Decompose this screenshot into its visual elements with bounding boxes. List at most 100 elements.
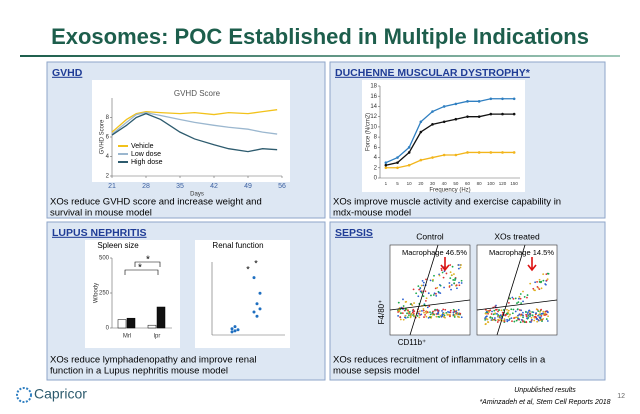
event [436, 313, 439, 315]
event [493, 309, 496, 312]
event [433, 292, 436, 295]
event [525, 313, 528, 316]
chart-bg [85, 240, 180, 348]
event [438, 274, 441, 277]
event [545, 283, 547, 286]
x-tick-label: 35 [176, 183, 184, 190]
event [484, 318, 487, 321]
event [486, 318, 489, 321]
bar [117, 319, 127, 329]
event [420, 284, 423, 287]
event [436, 286, 439, 289]
event [502, 309, 505, 311]
event [422, 309, 425, 312]
event [437, 315, 440, 318]
flow-plot [476, 244, 558, 336]
point [233, 325, 237, 329]
event [542, 312, 544, 315]
y-tick-label: 6 [106, 135, 110, 141]
event [514, 310, 517, 313]
event [511, 320, 513, 323]
event [520, 302, 523, 304]
series-line [111, 109, 278, 133]
event [459, 266, 462, 269]
event [538, 288, 541, 291]
event [443, 286, 445, 289]
point [431, 123, 434, 126]
event [456, 312, 459, 314]
event [517, 301, 520, 304]
event [489, 316, 492, 319]
event [451, 265, 454, 268]
event [445, 272, 448, 275]
annotation: * [254, 258, 258, 268]
event [519, 293, 522, 295]
event [455, 284, 458, 287]
event [457, 315, 459, 318]
point [396, 166, 399, 170]
point [431, 156, 434, 159]
event [421, 279, 424, 282]
event [441, 313, 444, 316]
event [404, 301, 407, 303]
event [542, 273, 545, 276]
event [513, 317, 515, 319]
event [499, 318, 502, 321]
event [530, 316, 533, 319]
x-tick-label: 1 [385, 181, 388, 186]
event [513, 320, 516, 323]
event [407, 309, 409, 312]
event [525, 321, 528, 324]
event [522, 290, 524, 293]
event [412, 288, 415, 291]
point [512, 112, 516, 116]
event [535, 308, 538, 311]
event [526, 296, 528, 299]
event [542, 279, 545, 282]
event [412, 308, 415, 311]
legend-label: Low dose [131, 151, 161, 158]
event [514, 297, 517, 300]
event [495, 308, 497, 311]
event [506, 320, 509, 323]
legend-label: Vehicle [131, 143, 154, 150]
event [507, 315, 510, 318]
event [536, 285, 539, 288]
point [255, 314, 259, 318]
event [399, 312, 402, 315]
event [435, 294, 438, 297]
event [532, 311, 535, 314]
y-tick-label: 2 [106, 174, 110, 180]
chart-title: GVHD Score [174, 89, 221, 98]
event [515, 316, 518, 319]
event [531, 314, 534, 317]
event [413, 315, 416, 317]
event [536, 320, 539, 323]
event [454, 279, 456, 281]
event [540, 315, 543, 317]
event [408, 314, 410, 317]
event [408, 312, 410, 315]
annotation: * [138, 263, 142, 274]
x-tick-label: 5 [396, 181, 399, 186]
event [519, 321, 522, 324]
event [535, 318, 538, 321]
event [442, 315, 445, 318]
point [477, 115, 481, 118]
caption: XOs reduces recruitment of inflammatory … [333, 355, 546, 366]
event [528, 310, 531, 313]
event [410, 313, 413, 316]
event [539, 317, 541, 319]
event [525, 315, 528, 318]
y-label: F4/80⁺ [377, 300, 386, 325]
event [419, 310, 421, 313]
event [523, 296, 526, 298]
event [406, 312, 408, 315]
event [523, 321, 526, 324]
event [529, 282, 532, 285]
event [449, 313, 451, 316]
event [452, 279, 455, 281]
point [258, 291, 262, 295]
x-tick-label: 150 [510, 181, 518, 186]
event [407, 310, 410, 313]
